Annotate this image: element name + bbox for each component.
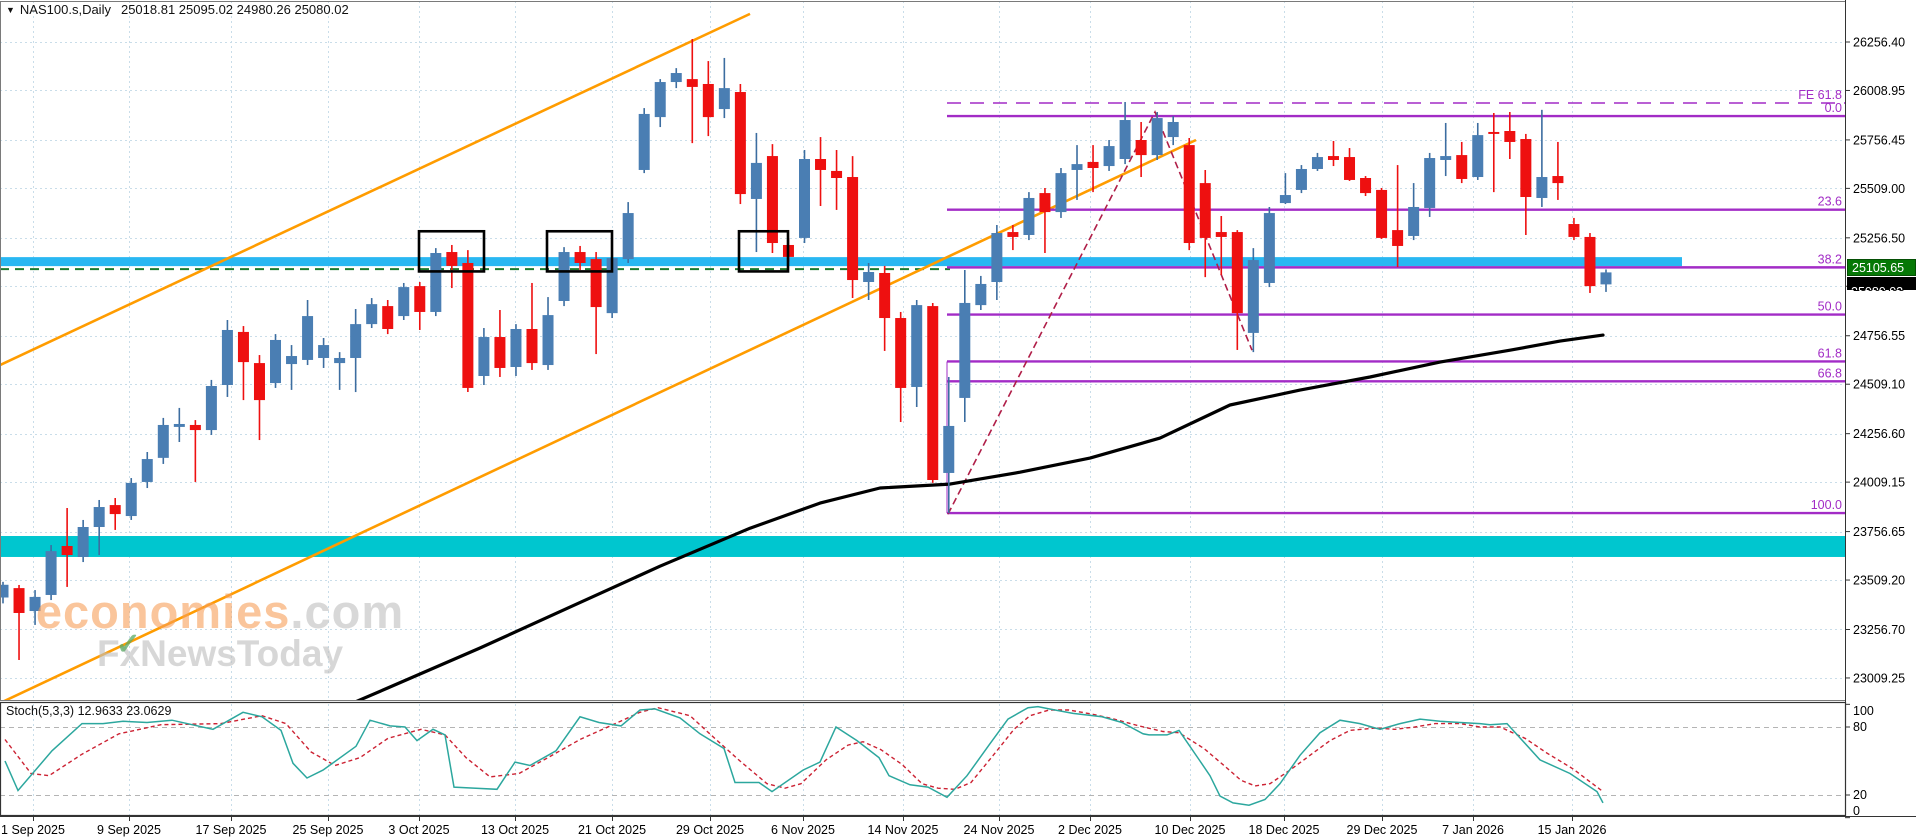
stoch-axis-label: 0 (1853, 804, 1860, 818)
svg-text:38.2: 38.2 (1818, 252, 1842, 266)
candles (0, 38, 1612, 660)
date-axis-label: 14 Nov 2025 (868, 823, 939, 837)
ohlc-values: 25018.81 25095.02 24980.26 25080.02 (120, 2, 349, 17)
zigzag-line (947, 110, 1253, 515)
stoch-main-line (4, 705, 1604, 806)
highlight-box (737, 229, 790, 273)
date-axis-label: 29 Dec 2025 (1347, 823, 1418, 837)
price-axis-label: 24509.10 (1853, 378, 1905, 392)
symbol-label: NAS100.s,Daily (19, 2, 111, 17)
date-axis-label: 10 Dec 2025 (1155, 823, 1226, 837)
dropdown-icon: ▼ (6, 5, 15, 15)
last-close-tag: 25080.02 (1847, 277, 1916, 290)
price-axis-label: 26256.40 (1853, 36, 1905, 50)
stoch-axis-label: 100 (1853, 704, 1874, 718)
svg-text:66.8: 66.8 (1818, 366, 1842, 380)
sr-zone (0, 536, 1845, 557)
date-axis-label: 15 Jan 2026 (1538, 823, 1607, 837)
current-price-tag: 25105.65 (1847, 259, 1916, 276)
stoch-signal-line (4, 706, 1604, 793)
price-axis-label: 26008.95 (1853, 84, 1905, 98)
svg-text:23.6: 23.6 (1818, 195, 1842, 209)
date-axis-label: 13 Oct 2025 (481, 823, 549, 837)
date-axis-label: 1 Sep 2025 (1, 823, 65, 837)
stoch-axis-label: 80 (1853, 720, 1867, 734)
trend-channel-line (0, 12, 751, 367)
svg-text:0.0: 0.0 (1825, 101, 1842, 115)
date-axis-label: 3 Oct 2025 (388, 823, 449, 837)
date-axis-label: 17 Sep 2025 (196, 823, 267, 837)
chart-title: ▼ NAS100.s,Daily 25018.81 25095.02 24980.2… (6, 2, 349, 17)
price-axis-label: 23509.20 (1853, 574, 1905, 588)
svg-text:61.8: 61.8 (1818, 346, 1842, 360)
stoch-axis-label: 20 (1853, 788, 1867, 802)
date-axis-label: 9 Sep 2025 (97, 823, 161, 837)
price-axis-label: 23756.65 (1853, 525, 1905, 539)
date-axis-label: 24 Nov 2025 (964, 823, 1035, 837)
price-axis-label: 25756.45 (1853, 133, 1905, 147)
highlight-box (417, 229, 486, 273)
date-axis-label: 25 Sep 2025 (293, 823, 364, 837)
price-axis-label: 24256.60 (1853, 427, 1905, 441)
price-axis-label: 25509.00 (1853, 182, 1905, 196)
svg-text:50.0: 50.0 (1818, 300, 1842, 314)
highlight-box (545, 229, 614, 273)
svg-text:FE 61.8: FE 61.8 (1798, 88, 1842, 102)
price-axis-label: 24756.55 (1853, 329, 1905, 343)
date-axis-label: 7 Jan 2026 (1442, 823, 1504, 837)
price-axis-label: 23009.25 (1853, 671, 1905, 685)
date-axis-label: 21 Oct 2025 (578, 823, 646, 837)
price-axis-label: 24009.15 (1853, 476, 1905, 490)
date-axis-label: 29 Oct 2025 (676, 823, 744, 837)
moving-average-line (355, 333, 1605, 700)
price-axis-label: 23256.70 (1853, 623, 1905, 637)
date-axis-label: 6 Nov 2025 (771, 823, 835, 837)
indicator-label: Stoch(5,3,3) 12.9633 23.0629 (6, 704, 172, 718)
date-axis-label: 2 Dec 2025 (1058, 823, 1122, 837)
date-axis-label: 18 Dec 2025 (1249, 823, 1320, 837)
price-axis-label: 25256.50 (1853, 231, 1905, 245)
svg-text:100.0: 100.0 (1811, 498, 1842, 512)
sr-zone (0, 257, 1682, 267)
